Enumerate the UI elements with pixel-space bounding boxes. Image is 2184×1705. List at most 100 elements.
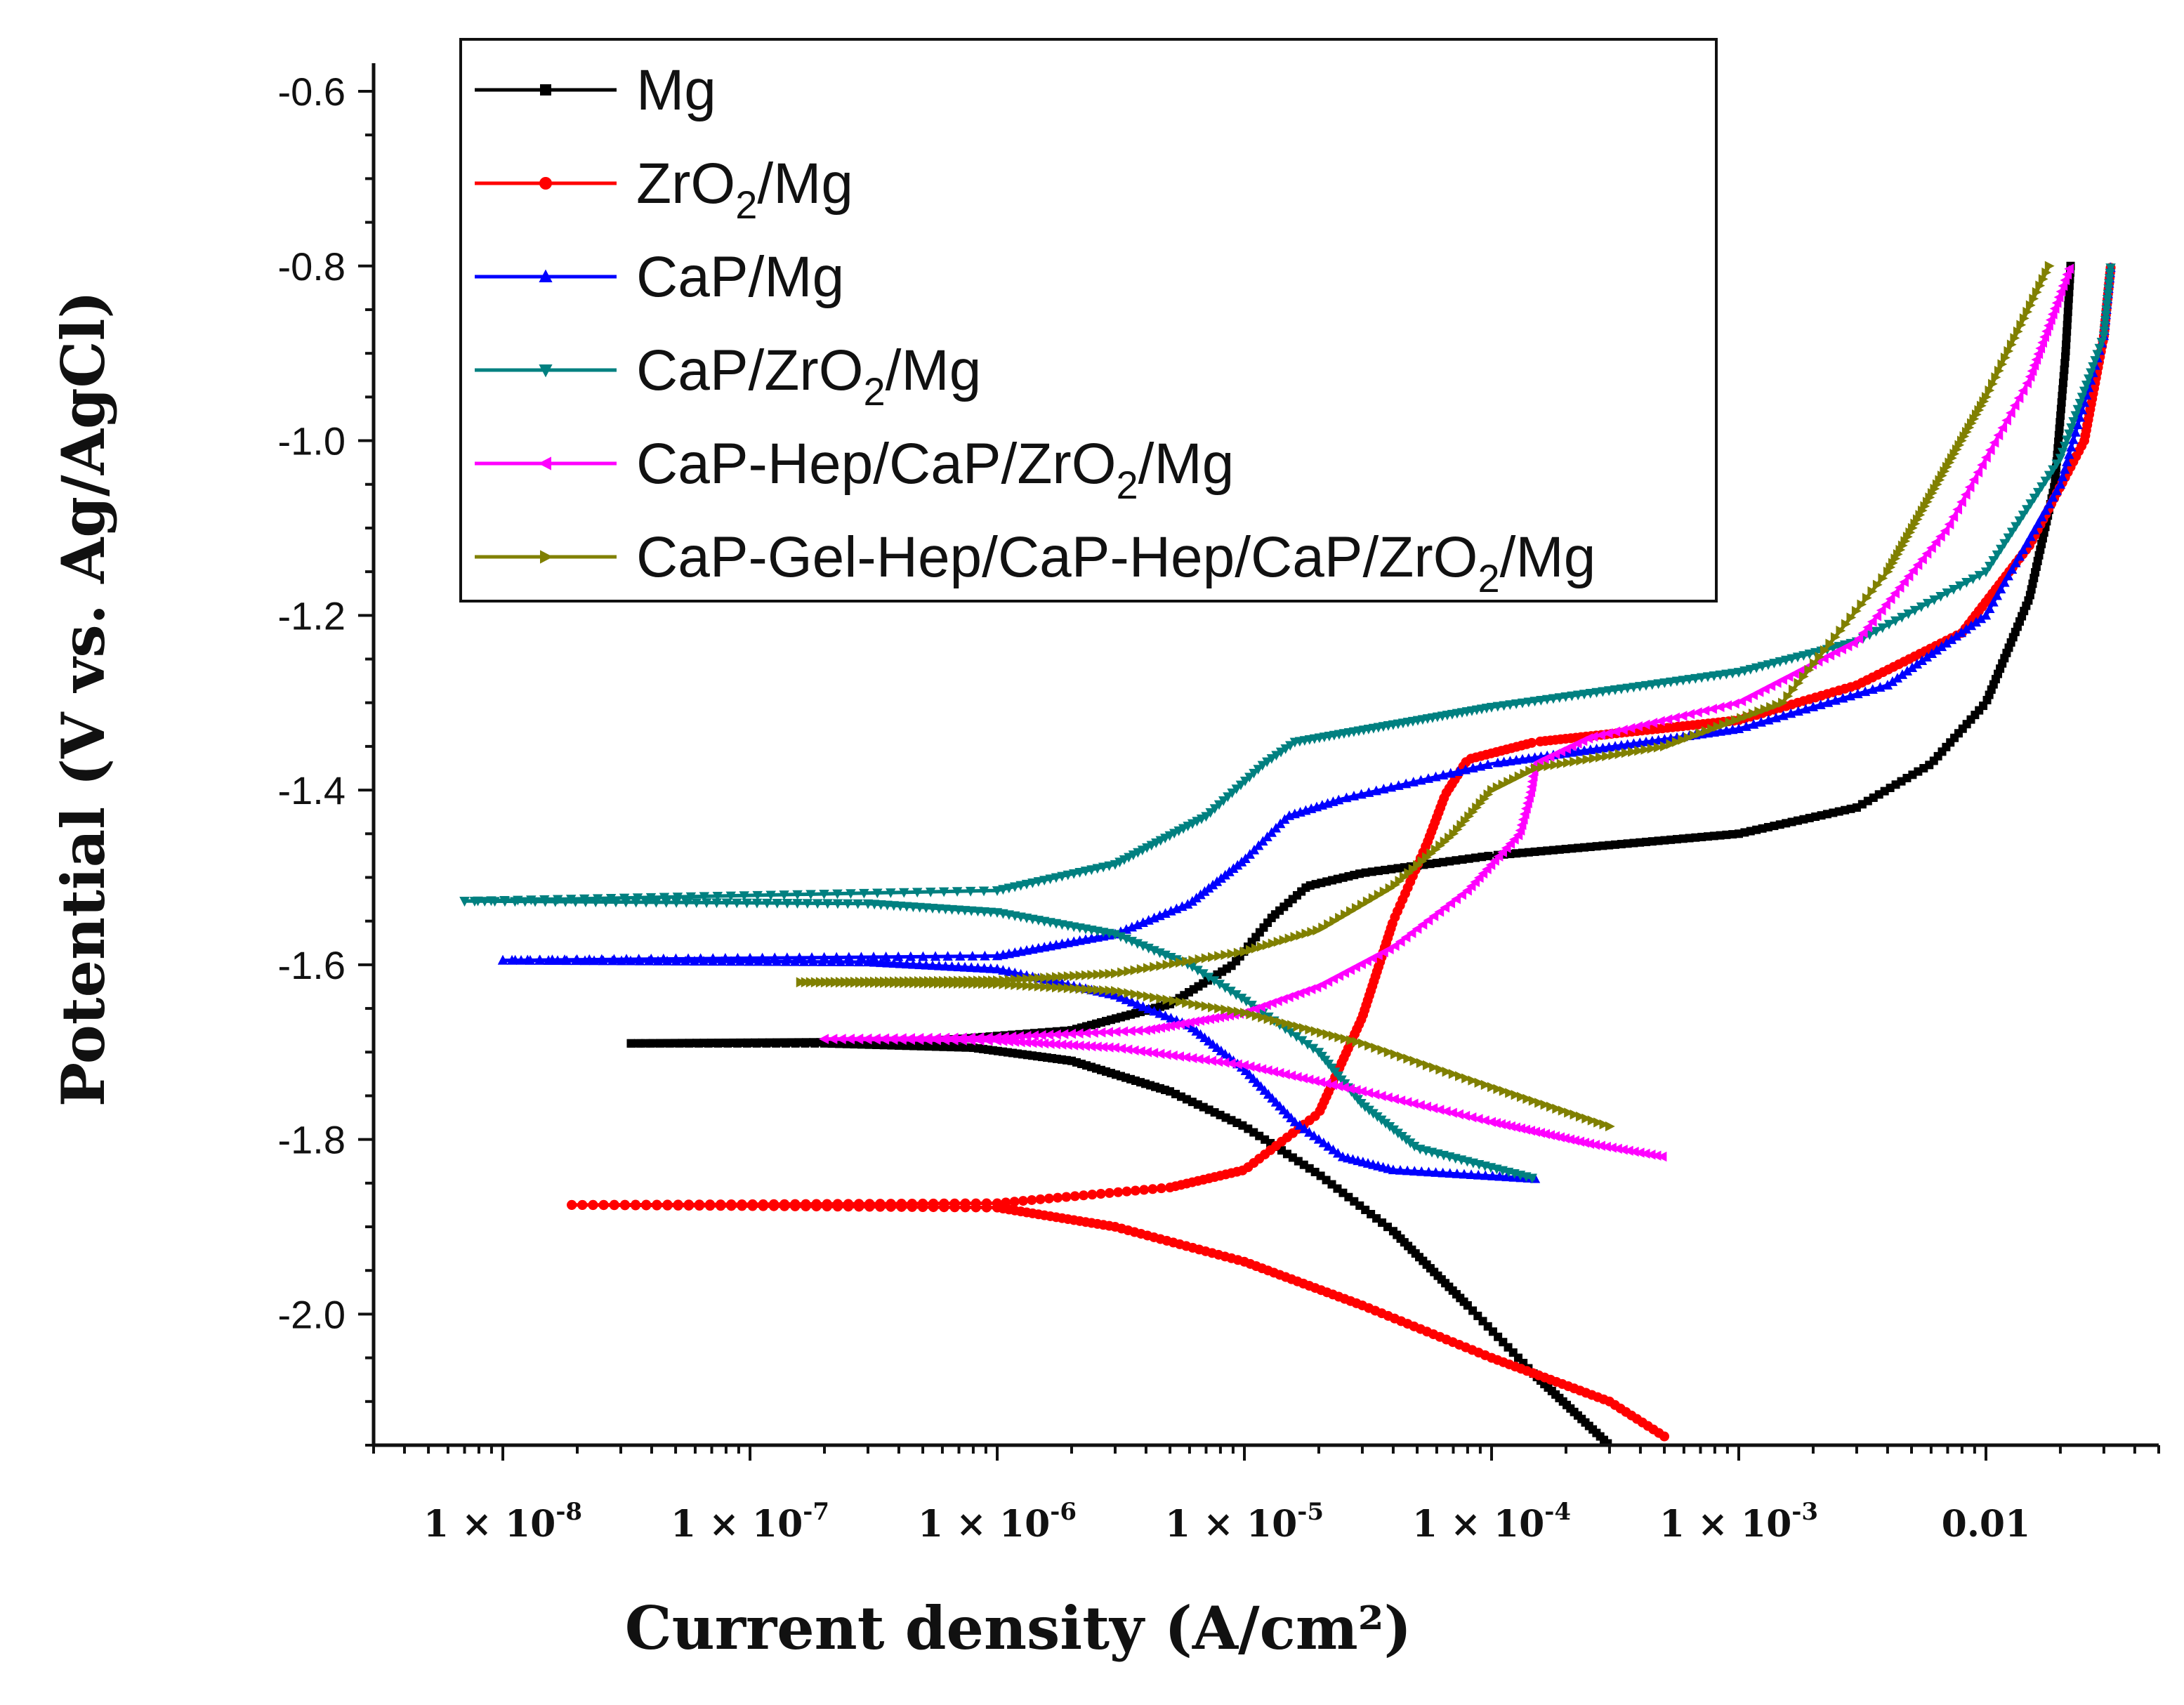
data-point-marker xyxy=(1757,661,1768,672)
data-point-marker xyxy=(1760,704,1770,715)
data-point-marker xyxy=(1051,1039,1060,1050)
data-point-marker xyxy=(1530,697,1540,707)
data-point-marker xyxy=(752,890,763,901)
data-point-marker xyxy=(1371,1042,1381,1053)
data-point-marker xyxy=(1666,739,1676,749)
data-point-marker xyxy=(1386,782,1397,792)
data-point-marker xyxy=(1183,899,1193,909)
data-point-marker xyxy=(1902,532,1913,542)
data-point-marker xyxy=(832,889,843,900)
x-tick-label: 1 × 10-8 xyxy=(423,1498,582,1546)
data-point-marker xyxy=(853,1033,864,1044)
data-point-marker xyxy=(572,954,582,964)
data-point-marker xyxy=(1046,982,1056,992)
data-point-marker xyxy=(1754,706,1765,717)
legend-label: CaP-Gel-Hep/CaP-Hep/CaP/ZrO2/Mg xyxy=(636,525,1596,600)
data-point-marker xyxy=(1275,747,1287,758)
data-point-marker xyxy=(917,1198,928,1209)
data-point-marker xyxy=(1175,957,1185,968)
data-point-marker xyxy=(1602,751,1612,762)
data-point-marker xyxy=(1501,1171,1512,1182)
data-point-marker xyxy=(1622,683,1633,694)
data-point-marker xyxy=(1298,1073,1308,1084)
data-point-marker xyxy=(952,887,963,897)
y-tick-label: -1.4 xyxy=(278,768,346,812)
data-point-marker xyxy=(1368,893,1379,904)
data-point-marker xyxy=(706,1039,716,1048)
data-point-marker xyxy=(1905,527,1916,538)
data-point-marker xyxy=(2032,487,2044,498)
data-point-marker xyxy=(1156,961,1166,971)
data-point-marker xyxy=(1993,430,2004,440)
data-point-marker xyxy=(553,895,563,905)
data-point-marker xyxy=(1921,548,1932,559)
data-point-marker xyxy=(886,1199,896,1209)
data-point-marker xyxy=(1174,1051,1184,1062)
data-point-marker xyxy=(1516,1091,1527,1102)
data-point-marker xyxy=(1126,996,1138,1007)
data-point-marker xyxy=(1093,969,1103,980)
data-point-marker xyxy=(2104,274,2115,284)
data-point-marker xyxy=(526,895,537,906)
legend-label: CaP-Hep/CaP/ZrO2/Mg xyxy=(636,432,1234,507)
data-point-marker xyxy=(1091,1041,1102,1052)
data-point-marker xyxy=(886,888,896,898)
data-point-marker xyxy=(725,891,736,902)
data-point-marker xyxy=(712,891,723,902)
data-point-marker xyxy=(912,888,923,898)
data-point-marker xyxy=(853,899,863,909)
data-point-marker xyxy=(1940,525,1950,536)
data-point-marker xyxy=(1280,744,1291,754)
data-point-marker xyxy=(2060,365,2069,374)
data-point-marker xyxy=(949,1198,960,1209)
data-point-marker xyxy=(1027,878,1038,888)
data-point-marker xyxy=(1438,857,1447,867)
data-point-marker xyxy=(909,976,919,987)
data-point-marker xyxy=(473,896,483,907)
data-point-marker xyxy=(2054,437,2063,447)
legend: Mg ZrO2/Mg CaP/Mg CaP/ZrO2/Mg CaP-Hep/CaP/Zr… xyxy=(459,38,1718,603)
data-point-marker xyxy=(1308,1130,1320,1140)
data-point-marker xyxy=(1207,1002,1218,1013)
data-point-marker xyxy=(1138,1001,1148,1011)
data-point-marker xyxy=(1434,1105,1445,1115)
data-point-marker xyxy=(1423,1166,1434,1177)
data-point-marker xyxy=(1058,971,1068,982)
data-point-marker xyxy=(1110,985,1121,996)
data-point-marker xyxy=(1727,669,1738,679)
cathodic-branch-line xyxy=(824,1037,1665,1159)
data-point-marker xyxy=(1935,531,1945,542)
data-point-marker xyxy=(645,893,657,903)
data-point-marker xyxy=(2037,337,2047,348)
data-point-marker xyxy=(1387,864,1396,874)
data-point-marker xyxy=(1219,1011,1229,1022)
data-point-marker xyxy=(1603,728,1613,739)
data-point-marker xyxy=(1199,1015,1209,1025)
data-point-marker xyxy=(1147,1184,1158,1194)
data-point-marker xyxy=(933,975,944,987)
data-point-marker xyxy=(596,954,607,964)
data-point-marker xyxy=(895,958,906,968)
data-point-marker xyxy=(1623,1145,1633,1156)
data-point-marker xyxy=(2060,275,2070,286)
data-point-marker xyxy=(1374,867,1383,876)
data-point-marker xyxy=(1980,567,1992,577)
data-point-marker xyxy=(907,1198,917,1209)
data-point-marker xyxy=(1162,994,1173,1005)
data-point-marker xyxy=(856,952,867,962)
data-point-marker xyxy=(832,1199,843,1209)
data-point-marker xyxy=(1590,1140,1600,1150)
data-point-marker xyxy=(1798,651,1809,661)
data-point-marker xyxy=(2022,537,2032,548)
data-point-marker xyxy=(1070,970,1079,981)
data-point-marker xyxy=(1825,638,1836,649)
data-point-marker xyxy=(1853,633,1864,644)
data-point-marker xyxy=(1910,518,1921,529)
data-point-marker xyxy=(1556,758,1567,769)
data-point-marker xyxy=(1403,1053,1414,1064)
data-point-marker xyxy=(1009,1036,1020,1047)
data-point-marker xyxy=(656,1039,665,1048)
data-point-marker xyxy=(584,954,595,964)
data-point-marker xyxy=(1479,1115,1489,1126)
data-point-marker xyxy=(2104,279,2114,289)
